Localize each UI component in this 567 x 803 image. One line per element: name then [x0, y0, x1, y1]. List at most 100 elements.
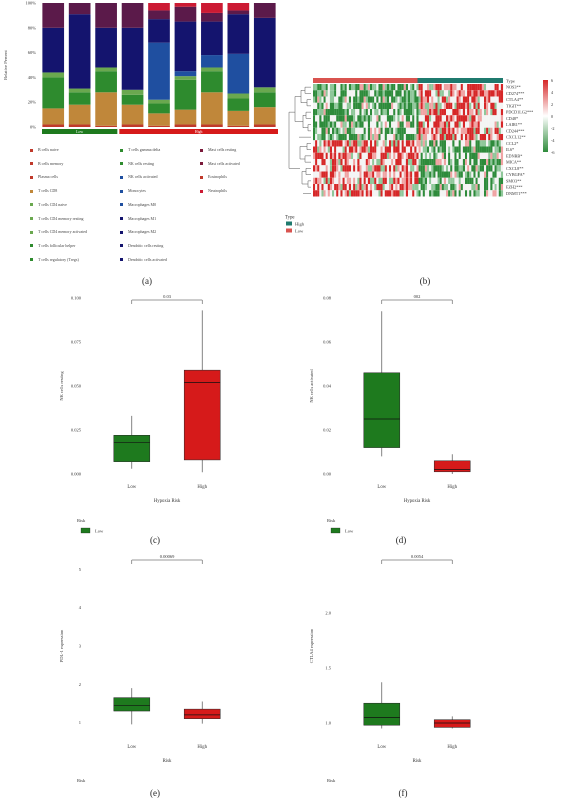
heatmap-cell [325, 109, 328, 116]
heatmap-cell [317, 190, 320, 197]
heatmap-cell [315, 140, 318, 147]
heatmap-cell [405, 134, 409, 141]
heatmap-cell [391, 165, 394, 172]
heatmap-cell [473, 102, 476, 109]
heatmap-cell [443, 121, 447, 128]
heatmap-cell [344, 140, 347, 147]
heatmap-cell [465, 115, 468, 122]
heatmap-cell [340, 184, 343, 191]
heatmap-cell [395, 84, 398, 91]
heatmap-cell [433, 184, 436, 191]
heatmap-cell [475, 115, 478, 122]
heatmap-cell [462, 177, 466, 184]
heatmap-cell [334, 127, 337, 134]
heatmap-cell [393, 102, 396, 109]
heatmap-cell [437, 184, 440, 191]
heatmap-cell [435, 159, 438, 166]
heatmap-cell [410, 146, 413, 153]
heatmap-row-label: DNMT1*** [506, 191, 527, 196]
heatmap-cell [471, 146, 474, 153]
heatmap-cell [414, 102, 417, 109]
heatmap-cell [454, 165, 457, 172]
heatmap-cell [458, 115, 461, 122]
panel-label-e: (e) [150, 788, 160, 798]
heatmap-cell [460, 140, 463, 147]
heatmap-cell [323, 109, 326, 116]
legend-item: T cells gamma delta [120, 147, 160, 152]
heatmap-cell [443, 84, 447, 91]
heatmap-cell [420, 165, 423, 172]
heatmap-cell [329, 140, 333, 147]
heatmap-cell [365, 102, 368, 109]
heatmap-cell [384, 190, 387, 197]
heatmap-cell [367, 165, 371, 172]
dendrogram-branch [305, 168, 311, 175]
heatmap-cell [484, 159, 487, 166]
heatmap-cell [344, 190, 347, 197]
heatmap-cell [443, 102, 447, 109]
heatmap-cell [327, 121, 330, 128]
heatmap-cell [351, 127, 354, 134]
heatmap-cell [439, 127, 442, 134]
heatmap-cell [319, 115, 322, 122]
heatmap-cell [355, 90, 358, 97]
heatmap-cell [342, 171, 345, 178]
heatmap-cell [344, 90, 347, 97]
heatmap-cell [450, 152, 453, 159]
heatmap-b: TypeNOS3**CD274***CTLA4**TIGIT**PDCD1LG2… [285, 78, 555, 234]
heatmap-cell [420, 90, 423, 97]
heatmap-cell [317, 109, 320, 116]
legend-label-low: Low [95, 529, 104, 534]
heatmap-cell [382, 134, 385, 141]
heatmap-cell [477, 152, 480, 159]
heatmap-cell [334, 84, 337, 91]
heatmap-cell [363, 115, 366, 122]
legend-label: T cells CD8 [38, 188, 58, 194]
heatmap-cell [336, 159, 339, 166]
heatmap-cell [338, 140, 341, 147]
heatmap-cell [344, 159, 347, 166]
heatmap-cell [327, 134, 330, 141]
heatmap-cell [342, 184, 345, 191]
heatmap-cell [399, 84, 402, 91]
heatmap-cell [427, 159, 430, 166]
y-tick-label: 0.075 [71, 340, 82, 345]
heatmap-cell [374, 127, 377, 134]
heatmap-cell [386, 84, 390, 91]
heatmap-cell [456, 159, 459, 166]
heatmap-cell [357, 109, 360, 116]
heatmap-cell [477, 96, 480, 103]
heatmap-cell [494, 171, 497, 178]
heatmap-cell [454, 121, 457, 128]
heatmap-cell [460, 165, 463, 172]
heatmap-cell [321, 84, 324, 91]
heatmap-cell [433, 84, 436, 91]
heatmap-cell [397, 115, 400, 122]
dendrogram-branch [299, 146, 307, 160]
heatmap-cell [420, 152, 423, 159]
heatmap-cell [446, 184, 449, 191]
heatmap-cell [467, 115, 470, 122]
heatmap-cell [481, 115, 485, 122]
heatmap-cell [321, 152, 324, 159]
heatmap-cell [433, 127, 436, 134]
heatmap-cell [446, 165, 449, 172]
heatmap-cell [395, 109, 398, 116]
heatmap-cell [353, 190, 356, 197]
heatmap-cell [353, 96, 356, 103]
heatmap-cell [443, 152, 447, 159]
heatmap-cell [376, 96, 379, 103]
heatmap-cell [496, 109, 499, 116]
heatmap-cell [408, 127, 411, 134]
heatmap-cell [317, 115, 320, 122]
heatmap-cell [458, 177, 461, 184]
heatmap-cell [494, 121, 497, 128]
heatmap-cell [422, 109, 425, 116]
heatmap-cell [384, 102, 387, 109]
heatmap-cell [408, 165, 411, 172]
heatmap-cell [477, 159, 480, 166]
heatmap-cell [338, 109, 341, 116]
heatmap-cell [323, 165, 326, 172]
heatmap-cell [393, 171, 396, 178]
bar-segment [68, 14, 91, 89]
